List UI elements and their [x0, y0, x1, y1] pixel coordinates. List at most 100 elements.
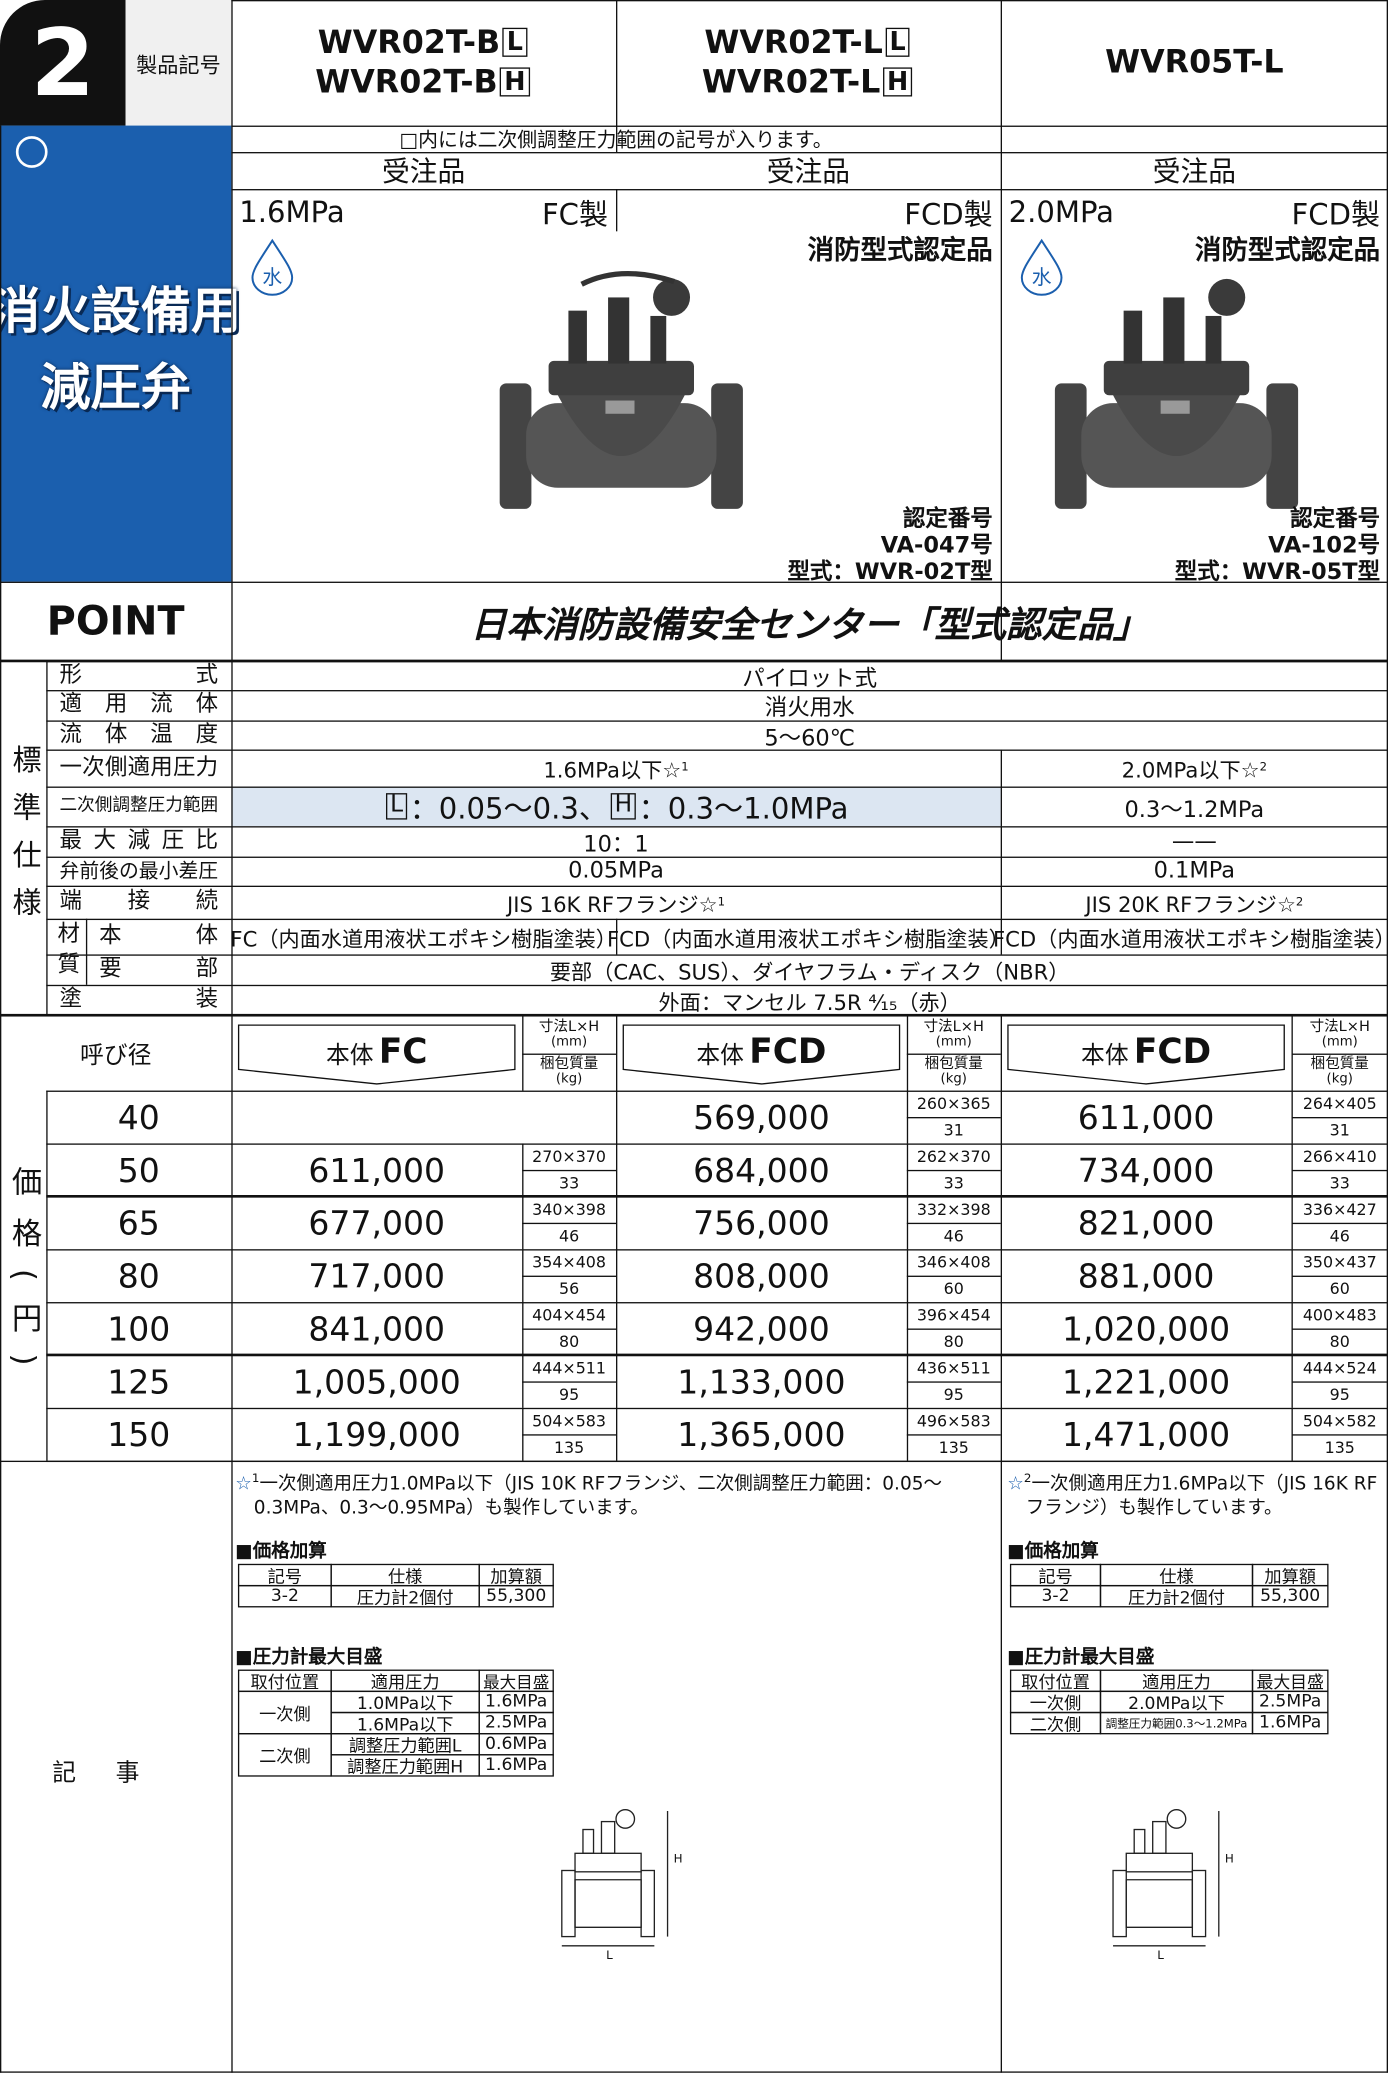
boxed-letter: L	[502, 28, 527, 57]
mass: 33	[558, 1173, 580, 1193]
dimension: 340×398	[532, 1200, 607, 1219]
rule	[906, 1015, 908, 1091]
model-name: WVR02T-B H	[231, 62, 616, 102]
unit-name: 梱包質量	[539, 1054, 599, 1072]
unit-name: 梱包質量	[1310, 1054, 1369, 1072]
col-header: 本体 FCD	[623, 1024, 901, 1072]
rule	[906, 1302, 908, 1355]
rule	[1290, 1015, 1293, 1091]
spec-name: 最大減圧比	[59, 827, 219, 854]
table-title: ■価格加算	[1007, 1541, 1099, 1563]
order-type: 受注品	[382, 155, 466, 188]
rule	[1291, 1169, 1388, 1171]
col-prefix: 本体	[325, 1041, 374, 1070]
shape	[653, 278, 691, 316]
note: ☆2一次側適用圧力1.6MPa以下（JIS 16K RFフランジ）も製作していま…	[1007, 1467, 1377, 1533]
table-cell: 二次側	[1009, 1711, 1102, 1736]
drawing-label: L	[1157, 1949, 1164, 1964]
rule	[0, 580, 1388, 583]
table-cell: 2.0MPa以下	[1099, 1690, 1254, 1715]
dimension: 332×398	[916, 1200, 991, 1219]
rule	[906, 1196, 908, 1250]
rule	[46, 885, 1388, 887]
number-badge	[0, 0, 126, 126]
note-text: 一次側適用圧力1.0MPa以下（JIS 10K RFフランジ、二次側調整圧力範囲…	[253, 1473, 943, 1519]
nominal-size: 100	[107, 1309, 171, 1348]
water-label: 水	[262, 265, 283, 289]
footnote-num: 2	[1023, 1472, 1032, 1486]
mass: 33	[1329, 1173, 1350, 1193]
price: 1,020,000	[1061, 1309, 1231, 1348]
rule	[521, 1196, 523, 1250]
rule	[906, 1143, 908, 1197]
spec-value: 0.3〜1.2MPa	[1124, 796, 1265, 823]
dimension: 266×410	[1302, 1147, 1377, 1166]
approval: 消防型式認定品	[1195, 233, 1381, 266]
col-prefix: 本体	[696, 1041, 744, 1070]
shape	[1191, 1869, 1207, 1938]
rule	[1000, 1015, 1002, 2073]
table-cell: 加算額	[1251, 1563, 1329, 1588]
rule	[1291, 1116, 1388, 1118]
rule	[46, 918, 1388, 920]
shape	[582, 1828, 595, 1854]
rule	[46, 785, 1388, 788]
rule	[521, 1143, 523, 1197]
price: 942,000	[693, 1309, 830, 1348]
nominal-size: 65	[117, 1203, 160, 1242]
table-cell: 圧力計2個付	[1099, 1584, 1254, 1609]
text-part: JIS 16K RFフランジ☆	[507, 891, 718, 917]
rule	[1000, 856, 1002, 886]
price: 1,365,000	[677, 1415, 846, 1454]
rule	[0, 125, 2, 2073]
certification: 型式：WVR-05T型	[1174, 558, 1381, 585]
rule	[521, 1249, 523, 1303]
mass: 80	[558, 1332, 580, 1351]
table-cell: 55,300	[1251, 1584, 1329, 1608]
spec-name: 流体温度	[59, 721, 219, 749]
star: ☆	[1007, 1473, 1024, 1495]
spec-value: パイロット式	[742, 665, 878, 693]
rule	[230, 0, 232, 2073]
price: 808,000	[693, 1256, 830, 1295]
rule	[231, 124, 1388, 127]
mass: 31	[943, 1120, 964, 1140]
spec-name: 塗装	[59, 986, 219, 1013]
rule	[46, 953, 1388, 956]
boxed-letter: H	[500, 67, 530, 96]
spec-value: 10：1	[583, 831, 649, 858]
unit: (mm)	[551, 1034, 588, 1049]
rule	[46, 719, 1388, 722]
valve-photo	[499, 270, 743, 509]
spec-value: 2.0MPa以下☆ 2	[1001, 750, 1388, 787]
text-part: JIS 20K RFフランジ☆	[1085, 891, 1296, 917]
shape	[1205, 315, 1222, 364]
rule	[46, 1301, 1388, 1303]
rule	[46, 825, 1388, 827]
shape	[1054, 383, 1087, 509]
rule	[906, 1222, 1001, 1224]
mass: 80	[1329, 1332, 1350, 1351]
rule	[906, 1052, 1001, 1055]
shape	[605, 400, 635, 414]
mass: 56	[558, 1279, 580, 1299]
spec-group: 材質	[52, 921, 79, 983]
price: 717,000	[308, 1256, 446, 1295]
unit-name: 寸法L×H	[1309, 1017, 1370, 1035]
price: 611,000	[308, 1150, 446, 1190]
rule	[0, 659, 1388, 663]
point-label: POINT	[46, 598, 185, 645]
dimension: 350×437	[1302, 1253, 1377, 1272]
nominal-size: 50	[117, 1150, 160, 1190]
spec-value: JIS 16K RFフランジ☆ 1	[231, 886, 1000, 919]
price: 756,000	[693, 1203, 830, 1242]
dimension: 354×408	[532, 1253, 607, 1272]
header-label: 製品記号	[125, 0, 232, 126]
rule	[906, 1407, 908, 1461]
rule	[45, 1090, 47, 1461]
price-label: 呼び径	[79, 1041, 152, 1069]
drawing-label: H	[1224, 1853, 1234, 1867]
unit-name: 梱包質量	[924, 1054, 983, 1072]
table-cell: 1.6MPa	[478, 1690, 554, 1714]
unit: (mm)	[1321, 1034, 1358, 1049]
